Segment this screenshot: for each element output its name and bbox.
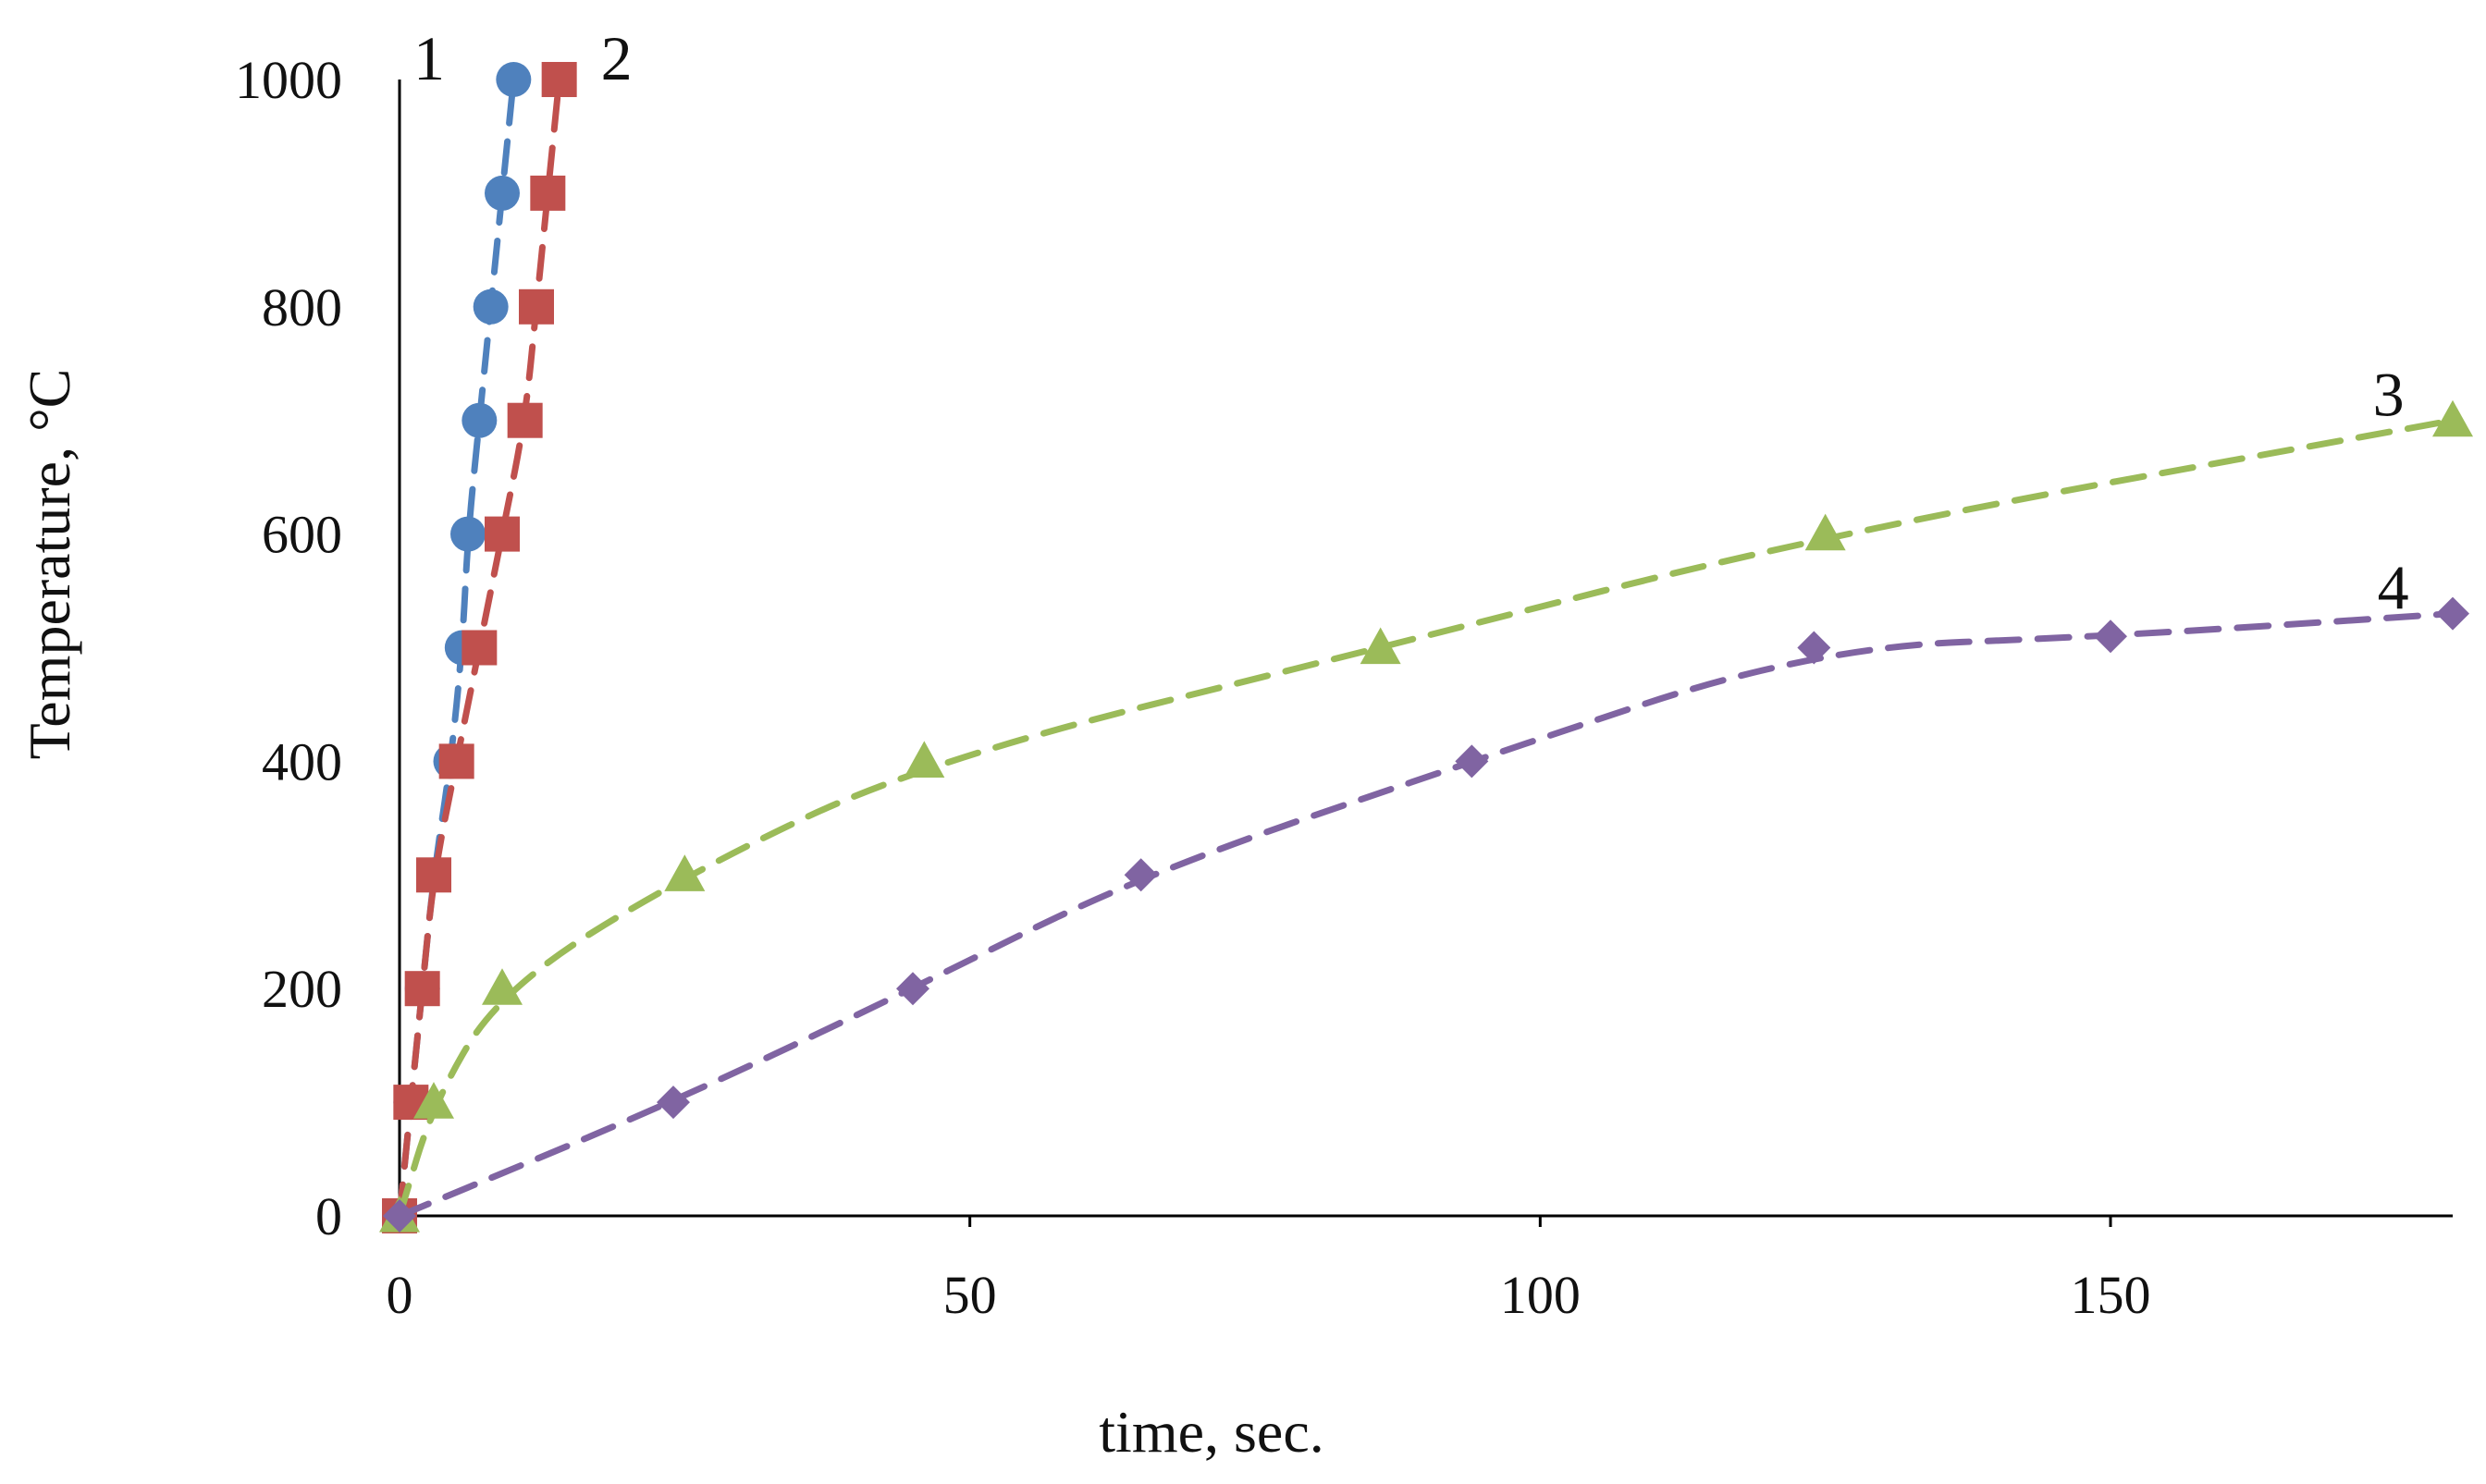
data-point	[383, 1199, 416, 1233]
y-tick-label: 200	[262, 959, 342, 1019]
series-line-4	[396, 610, 2456, 1220]
y-tick-label: 600	[262, 505, 342, 565]
data-point	[2432, 399, 2473, 437]
data-point	[1455, 744, 1489, 779]
data-point	[896, 972, 929, 1006]
labels-layer: time, sec. Temperature, °C 0 50 100 150 0 200…	[17, 23, 2409, 1465]
y-tick-label: 0	[315, 1186, 342, 1246]
x-tick-label: 150	[2071, 1265, 2151, 1325]
data-point	[485, 516, 520, 552]
data-point	[657, 1085, 690, 1120]
series-layer	[379, 62, 2473, 1233]
data-point	[519, 288, 554, 325]
series-2	[382, 62, 577, 1233]
data-point	[904, 741, 945, 778]
x-tick-label: 50	[943, 1265, 997, 1325]
data-point	[507, 402, 543, 438]
data-point	[1797, 631, 1831, 665]
series-line-3	[396, 417, 2456, 1220]
data-point	[473, 288, 509, 325]
data-point	[664, 854, 706, 891]
data-point	[530, 175, 566, 211]
data-point	[462, 402, 498, 438]
series-3	[379, 399, 2473, 1233]
data-point	[482, 968, 523, 1005]
y-tick-label: 1000	[235, 50, 342, 110]
data-point	[450, 516, 486, 552]
data-point	[462, 630, 498, 666]
data-point	[1124, 858, 1158, 892]
data-point	[541, 62, 577, 97]
series-label-4: 4	[2378, 553, 2409, 623]
data-point	[1804, 513, 1846, 551]
data-point	[1360, 627, 1401, 665]
series-label-2: 2	[601, 23, 633, 93]
series-4	[383, 596, 2469, 1233]
x-axis-title: time, sec.	[1099, 1399, 1323, 1465]
y-tick-label: 800	[262, 277, 342, 337]
data-point	[416, 857, 451, 893]
data-point	[485, 175, 520, 211]
data-point	[2436, 596, 2469, 631]
y-axis-title: Temperature, °C	[17, 369, 82, 760]
x-tick-label: 0	[387, 1265, 413, 1325]
data-point	[438, 743, 474, 779]
series-label-1: 1	[413, 23, 445, 93]
data-point	[404, 971, 440, 1007]
data-point	[2094, 619, 2127, 654]
axes	[398, 80, 2453, 1227]
data-point	[413, 1082, 454, 1119]
y-tick-label: 400	[262, 731, 342, 791]
x-tick-label: 100	[1500, 1265, 1581, 1325]
data-point	[496, 62, 532, 97]
series-label-3: 3	[2373, 360, 2405, 430]
series-1	[382, 62, 532, 1233]
